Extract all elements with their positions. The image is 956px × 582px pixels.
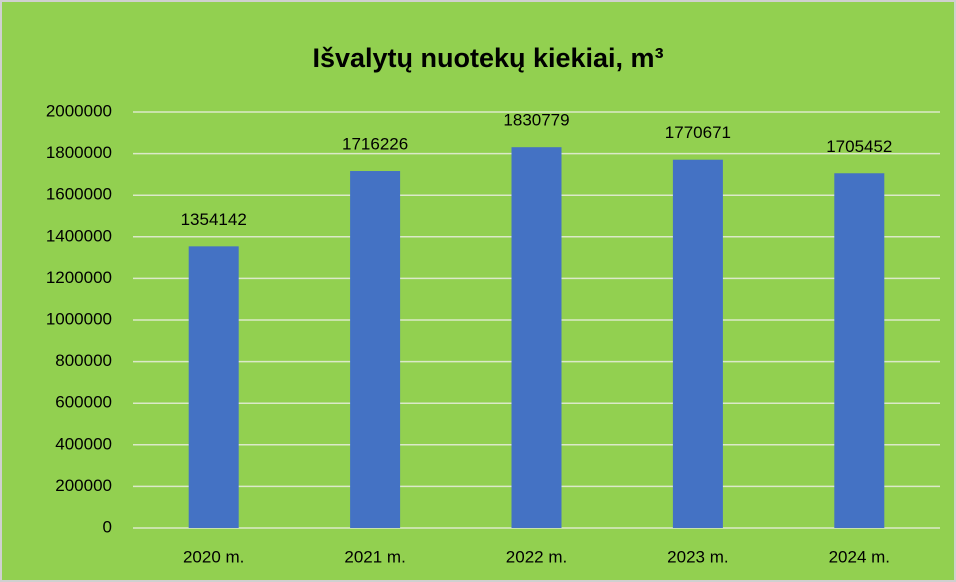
y-tick-label: 1600000 <box>46 185 112 204</box>
bar <box>511 147 562 528</box>
y-tick-label: 200000 <box>55 476 112 495</box>
y-tick-label: 1200000 <box>46 268 112 287</box>
x-tick-label: 2023 m. <box>667 547 728 566</box>
y-tick-label: 600000 <box>55 393 112 412</box>
chart-title: Išvalytų nuotekų kiekiai, m³ <box>312 43 663 73</box>
y-tick-label: 2000000 <box>46 101 112 120</box>
x-tick-label: 2024 m. <box>829 547 890 566</box>
data-label: 1770671 <box>665 123 731 142</box>
y-tick-label: 400000 <box>55 434 112 453</box>
x-tick-label: 2021 m. <box>344 547 405 566</box>
bar <box>350 171 401 528</box>
x-tick-label: 2020 m. <box>183 547 244 566</box>
data-label: 1354142 <box>181 210 247 229</box>
bar <box>188 246 239 528</box>
y-tick-label: 1000000 <box>46 309 112 328</box>
y-tick-label: 0 <box>103 517 112 536</box>
bar <box>672 159 723 528</box>
data-label: 1716226 <box>342 135 408 154</box>
bar <box>834 173 885 528</box>
data-label: 1705452 <box>826 137 892 156</box>
x-tick-label: 2022 m. <box>506 547 567 566</box>
y-tick-label: 1400000 <box>46 226 112 245</box>
y-tick-label: 800000 <box>55 351 112 370</box>
data-label: 1830779 <box>503 111 569 130</box>
y-tick-label: 1800000 <box>46 143 112 162</box>
